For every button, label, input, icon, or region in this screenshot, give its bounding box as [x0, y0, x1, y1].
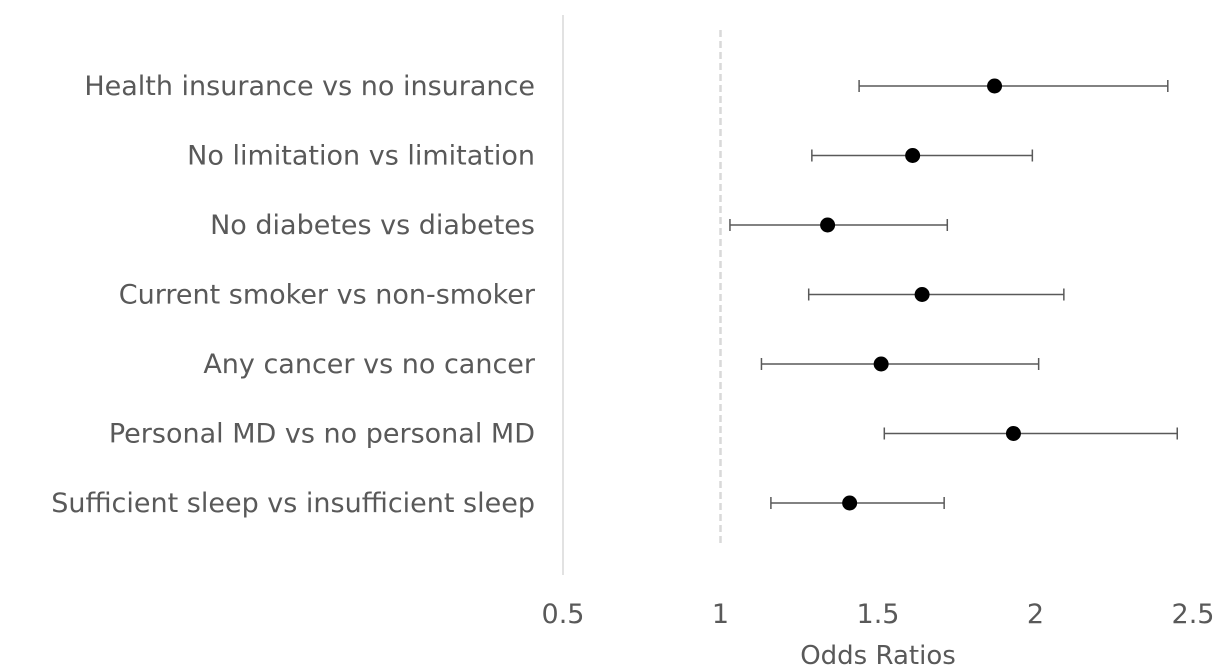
forest-row-6 [883, 426, 1178, 441]
category-label: No limitation vs limitation [187, 141, 535, 172]
odds-ratio-point [820, 217, 836, 233]
odds-ratio-point [1005, 426, 1021, 441]
odds-ratio-point [842, 495, 858, 511]
category-label: Sufficient sleep vs insufficient sleep [51, 488, 535, 519]
x-tick-label: 2 [1027, 599, 1044, 630]
forest-row-3 [729, 217, 949, 233]
x-tick-labels: 0.5 1 1.5 2 2.5 [542, 599, 1215, 630]
x-tick-label: 0.5 [542, 599, 585, 630]
x-tick-label: 2.5 [1172, 599, 1215, 630]
category-labels: Health insurance vs no insurance No limit… [51, 71, 536, 519]
category-label: Any cancer vs no cancer [203, 349, 536, 380]
odds-ratio-point [905, 148, 921, 163]
forest-row-4 [807, 287, 1065, 302]
category-label: Personal MD vs no personal MD [109, 419, 535, 450]
x-axis-title: Odds Ratios [800, 641, 956, 669]
odds-ratio-point [873, 356, 889, 372]
forest-row-5 [760, 356, 1040, 372]
odds-ratio-point [987, 78, 1003, 94]
odds-ratio-point [914, 287, 930, 302]
category-label: Health insurance vs no insurance [84, 71, 535, 102]
data-marks [729, 78, 1178, 511]
x-tick-label: 1 [712, 599, 729, 630]
category-label: Current smoker vs non-smoker [119, 280, 536, 311]
category-label: No diabetes vs diabetes [210, 210, 535, 241]
x-tick-label: 1.5 [857, 599, 900, 630]
axis-layer [562, 15, 722, 575]
forest-row-7 [770, 495, 945, 511]
forest-row-2 [811, 148, 1034, 163]
forest-row-1 [858, 78, 1169, 94]
